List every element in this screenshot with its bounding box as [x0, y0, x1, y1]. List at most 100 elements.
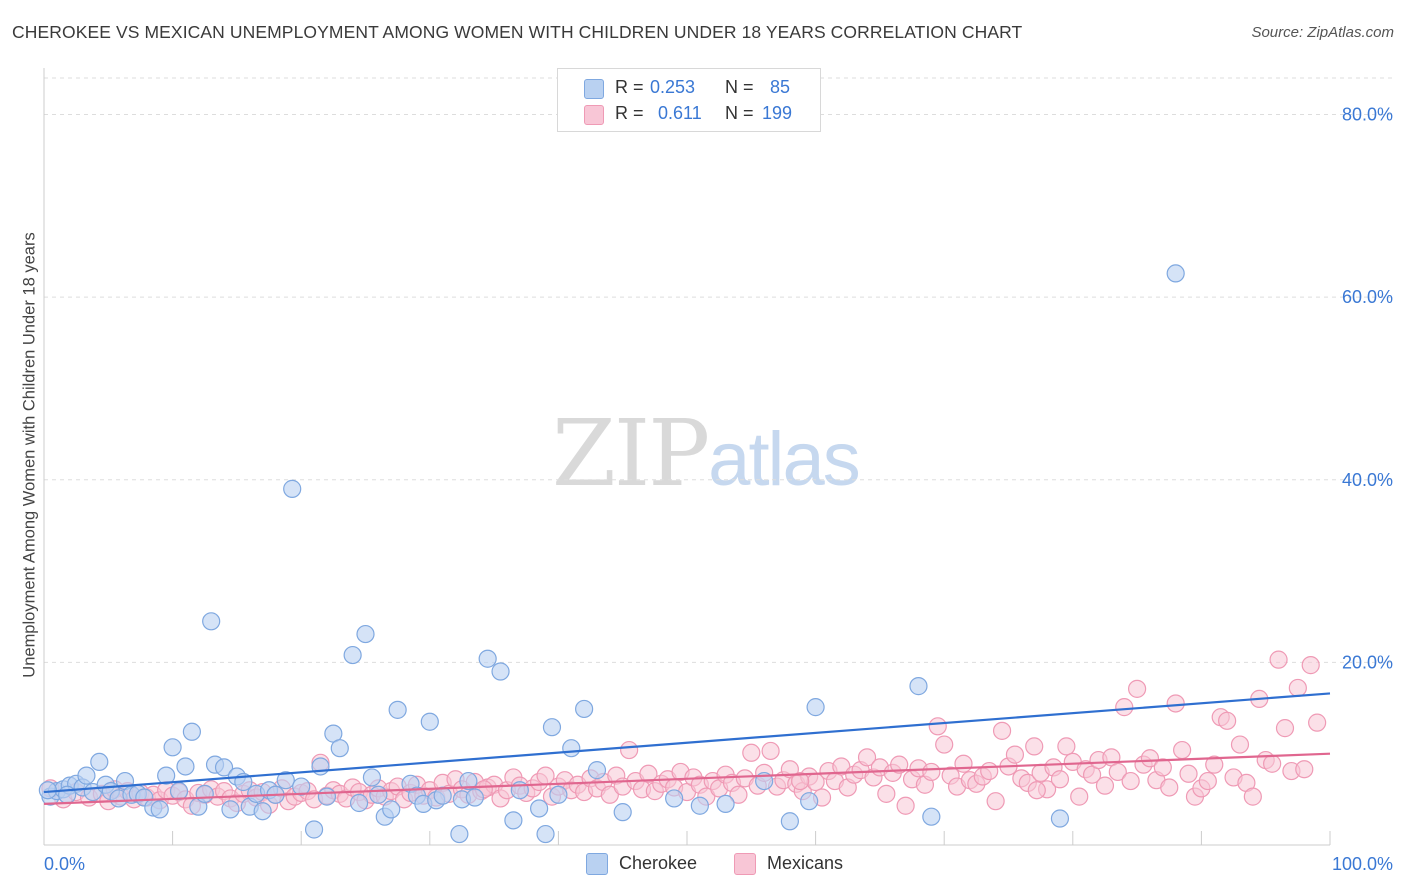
mexicans-point [600, 785, 619, 804]
mexicans-point [791, 771, 810, 791]
mexicans-point [935, 735, 954, 754]
cherokee-point [169, 782, 189, 801]
cherokee-point [276, 771, 295, 790]
mexicans-point [896, 796, 915, 815]
cherokee-point [382, 800, 401, 819]
mexicans-point [1140, 749, 1160, 768]
mexicans-point [928, 717, 947, 736]
grid-lines [44, 77, 1393, 663]
mexicans-point [1205, 755, 1224, 774]
cherokee-point [214, 758, 234, 777]
mexicans-point [1275, 719, 1295, 738]
legend-n-label: N = [725, 77, 754, 97]
cherokee-point [450, 824, 469, 844]
cherokee-point [195, 784, 214, 803]
cherokee-point [362, 768, 382, 787]
legend-n-value: 85 [770, 77, 791, 97]
cherokee-point [665, 789, 684, 808]
cherokee-point [909, 677, 928, 696]
legend-r-label: R = [615, 103, 644, 123]
cherokee-point [478, 649, 497, 668]
legend-r-value: 0.611 [658, 103, 702, 123]
cherokee-point [465, 788, 484, 807]
mexicans-point [729, 785, 748, 804]
trend-lines [43, 692, 1331, 806]
mexicans-point [1095, 776, 1115, 795]
cherokee-point [549, 785, 568, 804]
cherokee-point [77, 766, 96, 785]
mexicans-point [742, 743, 761, 762]
cherokee-point [420, 712, 439, 731]
legend-r-value: 0.253 [650, 77, 696, 97]
mexicans-point [1121, 771, 1140, 791]
watermark-atlas: atlas [708, 417, 861, 502]
cherokee-legend-label: Cherokee [619, 853, 698, 873]
mexicans-point [986, 792, 1005, 811]
mexicans-point [1115, 698, 1134, 717]
mexicans-points [41, 650, 1327, 815]
cherokee-point [330, 739, 349, 758]
legend-n-value: 199 [762, 103, 793, 123]
cherokee-trend-line [43, 692, 1331, 794]
cherokee-point [349, 793, 369, 813]
cherokee-point [157, 766, 176, 785]
mexicans-trend-line [43, 752, 1331, 806]
cherokee-point [317, 787, 337, 806]
cherokee-point [504, 811, 523, 830]
cherokee-point [202, 612, 221, 631]
mexicans-point [1263, 754, 1282, 773]
cherokee-point [459, 771, 478, 791]
x-tick-label: 0.0% [44, 854, 85, 874]
mexicans-point [1153, 758, 1172, 777]
cherokee-point [542, 718, 562, 737]
cherokee-point [163, 738, 182, 757]
mexicans-point [1166, 694, 1185, 713]
mexicans-point [1198, 771, 1217, 791]
cherokee-point [369, 785, 388, 804]
cherokee-point [433, 786, 452, 805]
cherokee-point [530, 799, 549, 818]
mexicans-legend-swatch [734, 853, 756, 875]
mexicans-point [890, 755, 909, 774]
mexicans-point [832, 757, 851, 776]
y-tick-label: 60.0% [1342, 287, 1393, 307]
source-label: Source: ZipAtlas.com [1251, 24, 1394, 41]
cherokee-point [283, 479, 302, 498]
mexicans-point [1218, 711, 1237, 730]
y-tick-label: 40.0% [1342, 470, 1393, 490]
mexicans-point [1308, 713, 1327, 732]
cherokee-point [575, 699, 594, 719]
mexicans-point [1127, 679, 1147, 698]
mexicans-point [954, 754, 973, 773]
cherokee-point [182, 722, 201, 741]
x-tick-label: 100.0% [1332, 854, 1393, 874]
mexicans-legend-label: Mexicans [767, 853, 844, 873]
mexicans-point [1269, 650, 1288, 669]
cherokee-point [716, 794, 735, 814]
cherokee-point [1050, 809, 1070, 828]
cherokee-point [221, 800, 240, 819]
legend-n-label: N = [725, 103, 754, 123]
cherokee-point [690, 796, 709, 815]
cherokee-point [1166, 264, 1185, 283]
cherokee-point [176, 757, 195, 776]
cherokee-point [806, 698, 825, 717]
mexicans-point [1295, 760, 1314, 779]
mexicans-point [992, 721, 1012, 740]
chart-title: CHEROKEE VS MEXICAN UNEMPLOYMENT AMONG W… [12, 22, 1023, 42]
mexicans-point [1160, 778, 1179, 797]
correlation-legend: R = 0.253 N = 85 R = 0.611 N = 199 [557, 68, 821, 132]
mexicans-point [980, 761, 999, 781]
mexicans-point [1288, 678, 1307, 698]
cherokee-point [356, 624, 375, 644]
legend-row-cherokee: R = 0.253 N = 85 [558, 75, 820, 101]
cherokee-point [780, 812, 799, 831]
mexicans-point [1179, 764, 1198, 783]
mexicans-point [639, 764, 658, 783]
cherokee-point [150, 800, 169, 819]
legend-row-mexicans: R = 0.611 N = 199 [558, 101, 820, 127]
cherokee-point [536, 824, 555, 844]
cherokee-swatch [584, 79, 604, 99]
mexicans-point [1057, 737, 1076, 756]
